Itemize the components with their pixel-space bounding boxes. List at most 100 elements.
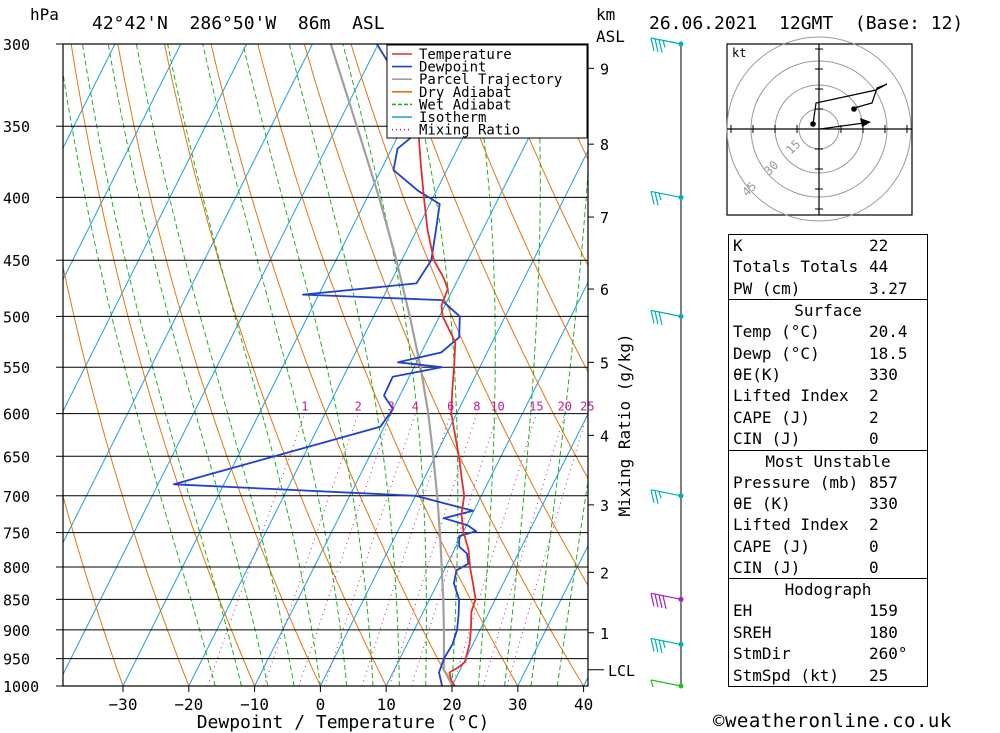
index-row: Totals Totals 44 — [729, 256, 927, 277]
index-row: StmSpd (kt) 25 — [729, 665, 927, 686]
index-row: Pressure (mb) 857 — [729, 472, 927, 493]
footer: ©weatheronline.co.uk — [713, 710, 952, 732]
pressure-tick-label: 650 — [3, 448, 30, 466]
index-row: PW (cm) 3.27 — [729, 278, 927, 299]
temperature-tick-label: −30 — [109, 695, 138, 714]
mixing-ratio-line — [298, 413, 392, 686]
legend-label: Mixing Ratio — [419, 123, 520, 139]
index-value: 2 — [869, 407, 879, 427]
wet-adiabat-line — [242, 44, 374, 686]
isotherm-line — [63, 44, 248, 413]
index-label: CAPE (J) — [733, 407, 811, 427]
height-axis-unit-asl: ASL — [596, 27, 625, 46]
dry-adiabat-line — [63, 264, 190, 686]
index-label: StmSpd (kt) — [733, 665, 839, 685]
mixing-ratio-line — [506, 413, 588, 686]
index-label: Dewp (°C) — [733, 343, 820, 363]
pressure-tick-label: 550 — [3, 359, 30, 377]
dry-adiabat-line — [164, 44, 387, 686]
pressure-tick-label: 400 — [3, 189, 30, 207]
mixing-ratio-label: 4 — [412, 400, 419, 414]
surface-indices: Temp (°C) 20.4 Dewp (°C) 18.5 θE(K) 330 Lifted… — [729, 321, 927, 449]
mixing-ratio-label: 3 — [388, 400, 395, 414]
mixing-ratio-label: 25 — [580, 400, 594, 414]
wet-adiabat-line — [556, 477, 588, 686]
sounding-series — [172, 44, 478, 686]
mixing-ratio-label: 10 — [490, 400, 504, 414]
wet-adiabat-line — [167, 44, 321, 686]
index-label: CIN (J) — [733, 429, 801, 449]
mixing-ratio-label: 8 — [473, 400, 480, 414]
datetime-label: 26.06.2021 12GMT (Base: 12) — [649, 13, 963, 34]
index-value: 159 — [869, 601, 898, 621]
height-tick-label: 2 — [600, 564, 609, 582]
index-label: θE (K) — [733, 493, 791, 513]
pressure-tick-label: 450 — [3, 252, 30, 270]
isotherm-line — [122, 44, 445, 686]
index-value: 3.27 — [869, 278, 908, 298]
wet-adiabat-line — [504, 44, 541, 686]
storm-motion-vector — [819, 122, 865, 130]
index-row: EH 159 — [729, 600, 927, 621]
temperature-tick-label: −20 — [174, 695, 203, 714]
index-row: K 22 — [729, 235, 927, 256]
mixing-ratio-axis-label: Mixing Ratio (g/kg) — [615, 333, 634, 516]
temperature-tick-label: 10 — [377, 695, 396, 714]
pressure-tick-label: 600 — [3, 406, 30, 424]
isotherm-line — [385, 281, 588, 686]
wind-barb — [650, 592, 684, 609]
dry-adiabat-line — [303, 44, 585, 686]
index-label: Temp (°C) — [733, 322, 820, 342]
index-label: θE(K) — [733, 364, 782, 384]
wind-barb — [650, 637, 684, 654]
surface-title: Surface — [794, 301, 862, 321]
temperature-line — [399, 44, 477, 686]
mixing-ratio-line — [207, 413, 306, 686]
pressure-tick-label: 350 — [3, 118, 30, 136]
x-axis-label: Dewpoint / Temperature (°C) — [197, 712, 490, 733]
height-axis-unit: km — [596, 5, 615, 24]
hodograph-indices: EH 159 SREH 180 StmDir 260° StmSpd (kt) 25 — [729, 600, 927, 686]
legend-label: Wet Adiabat — [419, 97, 512, 113]
pressure-tick-label: 1000 — [3, 678, 39, 696]
wind-barb — [650, 489, 684, 504]
plot-frame — [62, 43, 589, 687]
wet-adiabat-line — [530, 164, 588, 686]
dry-adiabat-line — [397, 44, 588, 480]
index-value: 0 — [869, 558, 879, 578]
index-label: PW (cm) — [733, 278, 801, 298]
index-value: 330 — [869, 364, 898, 384]
index-row: Temp (°C) 20.4 — [729, 321, 927, 342]
indices-table: K 22 Totals Totals 44 PW (cm) 3.27 Surface Te… — [728, 234, 928, 688]
index-label: SREH — [733, 622, 772, 642]
height-tick-label: 1 — [600, 625, 609, 643]
index-label: Lifted Index — [733, 515, 849, 535]
hodograph-unit: kt — [732, 46, 746, 60]
temperature-tick-label: 30 — [508, 695, 527, 714]
temperature-tick-label: 40 — [574, 695, 593, 714]
hodograph-trace — [812, 83, 888, 125]
location-label: 42°42'N 286°50'W 86m ASL — [92, 13, 385, 34]
index-value: 330 — [869, 493, 898, 513]
site-link[interactable]: weatheronline.co.uk — [724, 710, 952, 732]
mixing-ratio-label: 20 — [558, 400, 572, 414]
isotherm-line — [451, 412, 588, 686]
index-row: CIN (J) 0 — [729, 557, 927, 578]
wet-adiabat-line — [342, 44, 427, 686]
index-label: CIN (J) — [733, 558, 801, 578]
dry-adiabat-line — [490, 44, 588, 267]
dewpoint-line — [172, 44, 478, 686]
pressure-axis-unit: hPa — [30, 5, 59, 24]
pressure-tick-label: 850 — [3, 591, 30, 609]
isotherm-line — [63, 44, 182, 281]
index-row: θE (K) 330 — [729, 493, 927, 514]
hodograph-title: Hodograph — [784, 580, 872, 600]
index-row: CAPE (J) 2 — [729, 407, 927, 428]
temperature-tick-label: 20 — [442, 695, 461, 714]
isotherm-line — [517, 544, 588, 686]
index-label: K — [733, 236, 743, 255]
mixing-ratio-label: 1 — [301, 400, 308, 414]
